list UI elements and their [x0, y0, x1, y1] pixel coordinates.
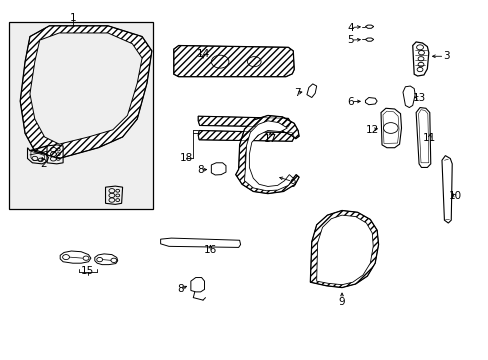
Text: 17: 17	[263, 134, 276, 144]
Text: 9: 9	[338, 297, 345, 307]
Text: 5: 5	[347, 35, 353, 45]
Polygon shape	[310, 211, 378, 288]
Polygon shape	[198, 116, 290, 127]
Text: 16: 16	[203, 245, 217, 255]
Text: 3: 3	[443, 51, 449, 61]
Text: 8: 8	[177, 284, 183, 294]
Text: 6: 6	[347, 97, 353, 107]
Text: 10: 10	[447, 191, 461, 201]
Text: 14: 14	[196, 49, 209, 59]
Text: 13: 13	[411, 93, 425, 103]
Text: 9: 9	[288, 179, 295, 189]
Text: 8: 8	[197, 165, 203, 175]
Text: 1: 1	[69, 13, 76, 23]
Text: 12: 12	[365, 125, 378, 135]
Polygon shape	[244, 121, 293, 191]
Bar	[9, 22, 153, 209]
Polygon shape	[30, 33, 142, 144]
Text: 15: 15	[81, 266, 94, 276]
Polygon shape	[173, 45, 294, 77]
Polygon shape	[235, 116, 299, 194]
Text: 7: 7	[293, 88, 300, 98]
Polygon shape	[198, 131, 294, 141]
Polygon shape	[20, 26, 152, 158]
Text: 11: 11	[422, 133, 435, 143]
Text: 2: 2	[40, 159, 47, 169]
Polygon shape	[316, 215, 372, 285]
Text: 18: 18	[179, 153, 192, 163]
Text: 4: 4	[347, 23, 353, 33]
